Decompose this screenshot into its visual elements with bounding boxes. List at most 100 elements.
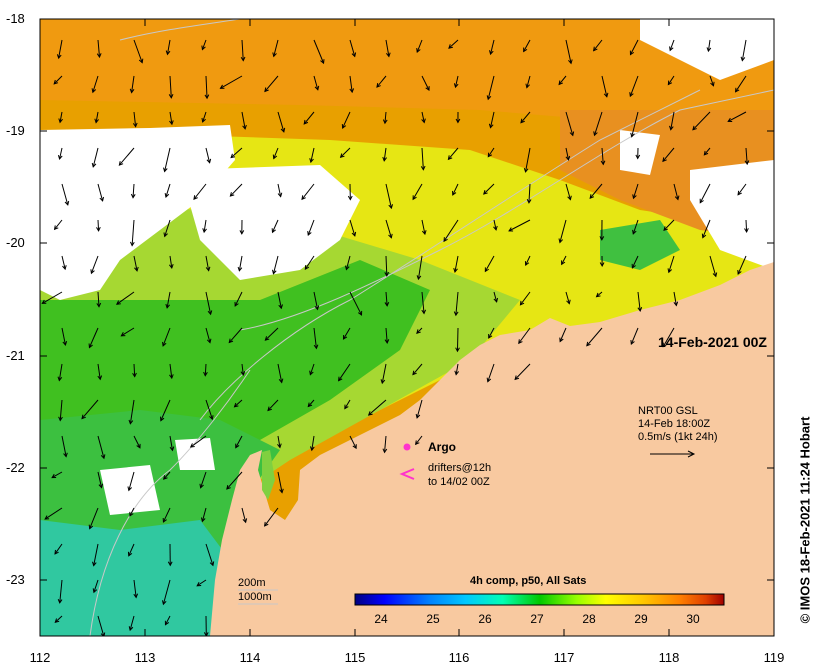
current-vector-head [603,92,609,98]
current-vector-arrow [58,39,63,59]
current-vector-arrow [663,219,675,231]
current-vector-arrow [97,39,101,58]
current-vector-arrow [53,75,63,85]
current-vector-arrow [631,255,639,269]
lon-label: 116 [448,650,470,665]
colorbar-tick: 30 [686,612,700,626]
current-vector-arrow [385,219,392,238]
current-vector-arrow [163,471,171,480]
current-vector-arrow [727,111,747,122]
lon-label: 118 [658,650,680,665]
current-vector-head [279,488,284,494]
current-vector-head [127,551,133,557]
current-vector-arrow [596,291,603,298]
current-vector-head [629,50,635,56]
current-vector-head [57,154,63,160]
current-vector-arrow [196,579,207,587]
current-vector-head [226,484,231,490]
current-vector-head [90,269,95,275]
current-vector-head [100,454,106,460]
current-vector-arrow [92,147,99,167]
current-vector-head [455,347,460,353]
current-vector-arrow [632,183,639,199]
current-vector-arrow [454,255,459,273]
current-vector-head [303,119,309,125]
current-vector-head [130,193,136,199]
current-vector-arrow [421,219,426,235]
current-vector-head [127,486,132,492]
current-vector-head [92,561,97,567]
current-vector-arrow [384,435,387,453]
current-vector-arrow [490,39,495,55]
current-vector-head [136,443,141,449]
current-vector-arrow [310,147,315,163]
current-vector-arrow [416,327,423,334]
current-vector-arrow [559,219,567,243]
current-vector-head [453,311,459,317]
current-vector-arrow [514,363,531,380]
current-vector-arrow [745,219,748,232]
current-vector-arrow [200,471,207,488]
current-vector-head [599,236,605,241]
current-vector-head [57,376,63,382]
current-vector-head [128,419,134,425]
current-vector-head [161,600,167,606]
current-vector-arrow [630,39,639,55]
cloud-mask [40,125,235,300]
current-vector-arrow [162,507,171,523]
lon-label: 119 [763,650,785,665]
current-vector-arrow [311,435,315,451]
current-vector-head [568,59,573,65]
current-vector-head [706,47,712,53]
current-vector-arrow [97,471,103,488]
current-vector-arrow [128,543,135,557]
land-mass [210,262,774,636]
current-vector-head [314,305,320,311]
current-vector-arrow [241,111,246,129]
current-vector-head [425,86,430,92]
current-vector-head [277,192,283,198]
current-vector-head [92,588,98,594]
current-vector-head [88,343,93,349]
current-vector-head [487,152,493,158]
current-vector-arrow [61,435,67,457]
current-vector-head [307,402,313,408]
current-vector-head [98,483,104,489]
current-vector-arrow [160,399,171,421]
current-vector-arrow [490,111,495,128]
current-vector-arrow [593,111,603,136]
current-vector-head [338,376,343,382]
current-vector-arrow [455,291,459,316]
current-vector-arrow [593,39,603,51]
current-vector-arrow [241,39,244,61]
current-vector-head [384,301,390,307]
current-vector-head [351,52,357,58]
argo-marker-icon [403,443,411,451]
current-vector-head [58,416,63,422]
current-vector-arrow [59,399,63,421]
current-vector-head [206,158,212,164]
current-vector-arrow [166,291,171,308]
current-vector-head [88,524,94,530]
current-vector-head [351,231,357,237]
current-vector-head [380,379,386,385]
current-vector-head [272,52,277,58]
current-vector-head [280,127,286,133]
colorbar-tick: 25 [426,612,440,626]
colorbar-tick: 26 [478,612,492,626]
current-vector-arrow [61,255,66,270]
current-vector-arrow [669,39,675,51]
current-vector-arrow [525,255,531,266]
current-vector-arrow [230,183,243,197]
current-vector-arrow [129,507,135,517]
current-vector-arrow [273,147,279,159]
current-vector-head [486,95,492,101]
current-vector-arrow [631,111,639,137]
current-vector-head [130,241,135,247]
current-vector-head [569,131,575,137]
current-vector-arrow [264,75,279,92]
current-vector-head [447,155,453,161]
current-vector-head [271,228,276,234]
current-vector-head [63,452,68,458]
